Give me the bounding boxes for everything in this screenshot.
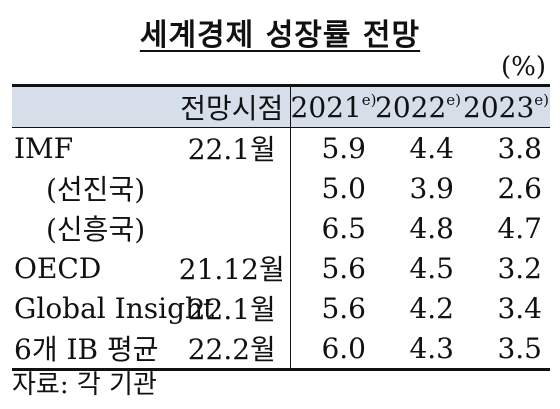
row-value-2021: 5.6 [321, 251, 366, 285]
row-label: (신흥국) [46, 213, 146, 246]
table-row: IMF 22.1월 5.9 4.4 3.8 [12, 127, 550, 168]
row-forecast-date: 22.1월 [174, 127, 291, 168]
row-value-2021: 6.5 [321, 211, 366, 245]
row-label: IMF [14, 131, 74, 165]
row-value-2023: 3.2 [497, 251, 542, 285]
row-forecast-date: 22.2월 [174, 328, 291, 371]
row-value-2021: 5.0 [321, 171, 366, 205]
row-value-2021: 5.9 [321, 131, 366, 165]
row-label: OECD [14, 251, 102, 285]
row-value-2023: 3.8 [497, 131, 542, 165]
growth-forecast-table: 전망시점 2021e) 2022e) 2023e) IMF 22.1월 5.9 … [12, 84, 550, 371]
page-title: 세계경제 성장률 전망 [0, 10, 560, 54]
row-value-2023: 3.5 [462, 328, 550, 371]
row-value-2022: 4.2 [409, 291, 454, 325]
table-row: 6개 IB 평균 22.2월 6.0 4.3 3.5 [12, 328, 550, 371]
page-title-text: 세계경제 성장률 전망 [139, 18, 421, 53]
row-forecast-date [174, 168, 291, 208]
table-header-row: 전망시점 2021e) 2022e) 2023e) [12, 84, 550, 128]
row-value-2022: 3.9 [409, 171, 454, 205]
header-mark-2021: e) [361, 90, 377, 109]
header-cell-year-2023: 2023e) [462, 84, 550, 128]
row-value-2023: 4.7 [497, 211, 542, 245]
header-mark-2023: e) [534, 90, 549, 109]
row-forecast-date [174, 208, 291, 248]
source-note: 자료: 각 기관 [12, 370, 157, 400]
row-label: (선진국) [46, 173, 146, 206]
header-cell-institution [12, 84, 174, 128]
row-value-2022: 4.3 [374, 328, 462, 371]
row-value-2022: 4.4 [409, 131, 454, 165]
unit-label: (%) [501, 52, 546, 82]
row-value-2021: 6.0 [290, 328, 374, 371]
table-row: (신흥국) 6.5 4.8 4.7 [12, 208, 550, 248]
header-year-2021: 2021 [290, 90, 362, 124]
table-row: Global Insight 22.1월 5.6 4.2 3.4 [12, 288, 550, 328]
table-row: (선진국) 5.0 3.9 2.6 [12, 168, 550, 208]
row-value-2021: 5.6 [321, 291, 366, 325]
row-value-2023: 3.4 [497, 291, 542, 325]
row-label: Global Insight [14, 291, 215, 325]
header-cell-year-2021: 2021e) [290, 84, 377, 128]
row-value-2022: 4.5 [409, 251, 454, 285]
header-cell-forecast-date: 전망시점 [174, 84, 291, 128]
row-label: 6개 IB 평균 [12, 328, 174, 371]
row-forecast-date: 21.12월 [174, 248, 291, 288]
row-value-2023: 2.6 [497, 171, 542, 205]
row-value-2022: 4.8 [409, 211, 454, 245]
header-mark-2022: e) [446, 90, 461, 109]
header-year-2023: 2023 [463, 90, 535, 124]
header-year-2022: 2022 [375, 90, 447, 124]
table-row: OECD 21.12월 5.6 4.5 3.2 [12, 248, 550, 288]
row-forecast-date: 22.1월 [174, 288, 291, 328]
header-cell-year-2022: 2022e) [374, 84, 462, 128]
